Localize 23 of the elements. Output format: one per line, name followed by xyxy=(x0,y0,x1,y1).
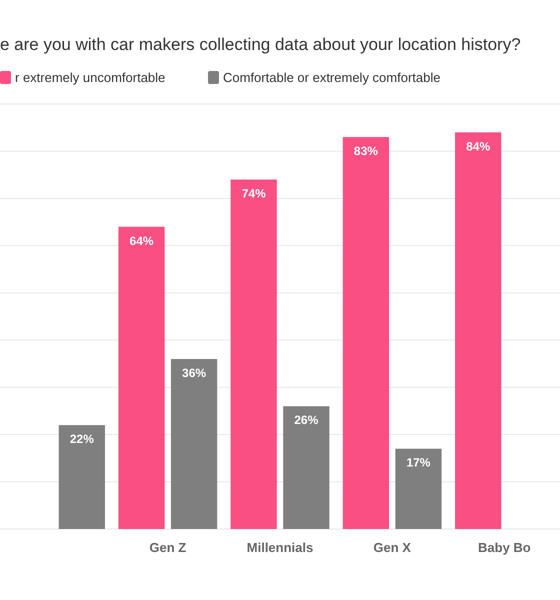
data-label: 84% xyxy=(466,139,490,154)
data-label: 26% xyxy=(294,413,319,428)
bar xyxy=(118,226,165,529)
x-tick-label: Millennials xyxy=(246,540,314,555)
data-label: 74% xyxy=(242,186,266,201)
bar xyxy=(283,406,330,529)
data-label: 64% xyxy=(130,234,154,248)
bar xyxy=(170,359,218,529)
data-label: 22% xyxy=(70,432,94,446)
legend-label: Comfortable or extremely comfortable xyxy=(223,70,440,85)
legend-label: r extremely uncomfortable xyxy=(15,70,166,85)
x-tick-label: Gen X xyxy=(373,540,412,555)
x-tick-label: Gen Z xyxy=(149,540,186,555)
bar xyxy=(395,448,442,529)
bar xyxy=(342,137,390,529)
data-label: 17% xyxy=(406,456,431,470)
data-label: 83% xyxy=(354,144,378,158)
bar xyxy=(58,425,105,529)
chart-title: e are you with car makers collecting data about your location history? xyxy=(0,35,521,54)
data-label: 36% xyxy=(182,366,206,380)
bar xyxy=(230,180,277,529)
bar xyxy=(455,132,502,529)
x-tick-label: Baby Bo xyxy=(478,540,531,555)
